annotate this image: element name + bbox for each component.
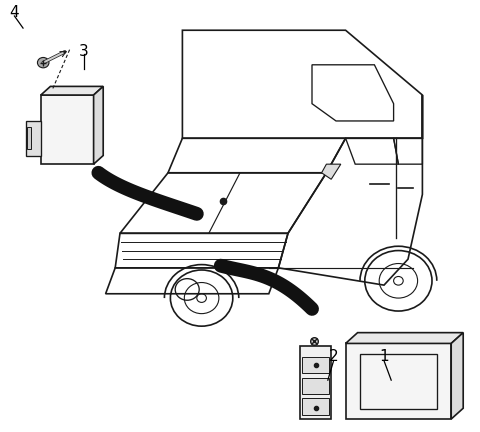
Polygon shape	[451, 333, 463, 419]
Polygon shape	[346, 333, 463, 343]
Bar	[360, 354, 437, 409]
Polygon shape	[41, 86, 103, 95]
Bar	[41, 95, 94, 164]
Text: 1: 1	[379, 349, 389, 364]
Circle shape	[37, 57, 49, 68]
Bar	[302, 398, 329, 415]
Polygon shape	[322, 164, 341, 179]
Bar	[302, 378, 329, 394]
Bar	[300, 346, 331, 419]
Bar	[302, 357, 329, 373]
Polygon shape	[94, 86, 103, 164]
Text: 3: 3	[79, 44, 89, 59]
Bar	[27, 127, 31, 149]
Text: 2: 2	[329, 349, 338, 364]
Bar	[346, 343, 451, 419]
Polygon shape	[26, 121, 41, 156]
Text: 4: 4	[10, 6, 19, 20]
